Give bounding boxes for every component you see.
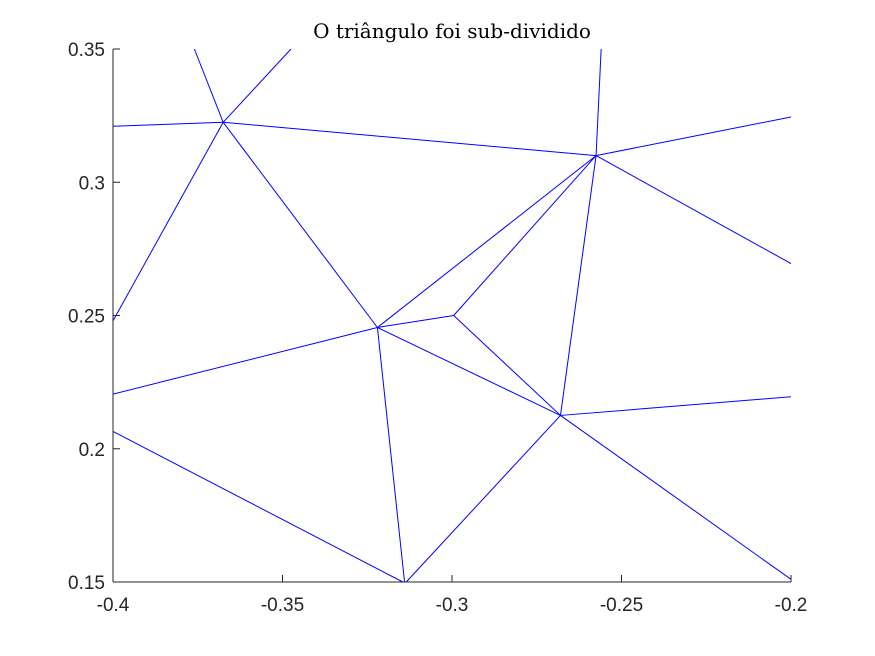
mesh-edge-15 — [377, 327, 561, 416]
mesh-edge-18 — [560, 415, 792, 580]
y-tick-label: 0.3 — [79, 173, 105, 194]
mesh-edge-19 — [405, 415, 561, 583]
mesh-edge-16 — [376, 327, 406, 583]
y-tick-label: 0.25 — [68, 307, 105, 328]
mesh-edge-4 — [112, 122, 224, 322]
y-tick-label: 0.35 — [68, 40, 105, 61]
mesh-edge-8 — [595, 155, 792, 264]
x-tick-label: -0.25 — [600, 595, 643, 616]
mesh-edge-2 — [112, 121, 224, 127]
mesh-edge-9 — [377, 155, 597, 328]
mesh-edge-6 — [595, 48, 602, 156]
y-ticks: 0.15 0.2 0.25 0.3 0.35 — [68, 40, 120, 594]
mesh-edge-13 — [453, 315, 561, 416]
y-tick-label: 0.2 — [79, 440, 105, 461]
mesh-edge-7 — [595, 116, 792, 157]
mesh-edge-17 — [560, 396, 792, 416]
x-ticks: -0.4 -0.35 -0.3 -0.25 -0.2 — [97, 575, 808, 616]
x-tick-label: -0.3 — [436, 595, 469, 616]
mesh-edges — [112, 48, 792, 583]
mesh-edge-14 — [112, 327, 378, 395]
mesh-edge-5 — [222, 121, 378, 328]
mesh-edge-0 — [193, 48, 224, 123]
mesh-edge-3 — [223, 121, 597, 157]
y-tick-label: 0.15 — [68, 573, 105, 594]
x-tick-label: -0.4 — [97, 595, 130, 616]
x-tick-label: -0.2 — [775, 595, 808, 616]
mesh-edge-20 — [112, 430, 404, 583]
mesh-edge-1 — [222, 48, 292, 123]
mesh-edge-12 — [377, 315, 454, 328]
chart-title: O triângulo foi sub-dividido — [313, 19, 591, 43]
x-tick-label: -0.35 — [261, 595, 304, 616]
mesh-edge-10 — [453, 155, 597, 316]
mesh-edge-11 — [559, 155, 597, 416]
